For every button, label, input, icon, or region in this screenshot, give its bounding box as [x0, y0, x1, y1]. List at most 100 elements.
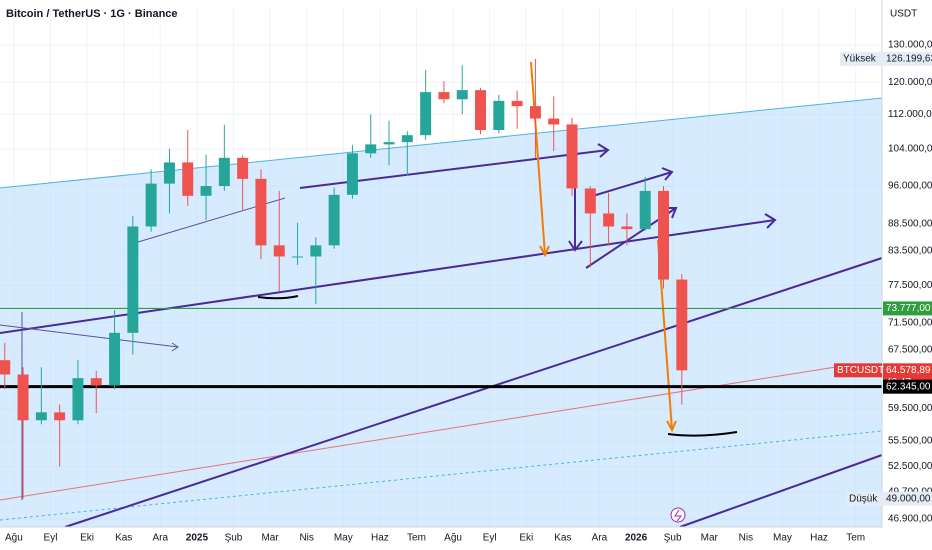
- candle-body: [603, 213, 615, 227]
- price-label: 49.000,00: [886, 493, 931, 504]
- candle-body: [237, 157, 249, 179]
- price-label: 64.578,89: [886, 365, 931, 376]
- candle-body: [584, 188, 596, 214]
- arrow-head: [764, 213, 777, 229]
- y-tick-label: 112.000,00: [888, 109, 932, 120]
- y-tick-label: 96.000,00: [888, 181, 932, 192]
- candle-body: [621, 226, 633, 230]
- y-tick-label: 46.900,00: [888, 514, 932, 525]
- channel-top: [0, 97, 883, 189]
- y-tick-label: 120.000,00: [888, 77, 932, 88]
- candle-body: [292, 256, 304, 258]
- currency: USDT: [890, 9, 917, 20]
- x-tick-label: Nis: [739, 533, 753, 544]
- candle-body: [0, 360, 11, 375]
- brush-stroke: [667, 431, 738, 437]
- channel-bottom: [0, 430, 883, 521]
- x-tick-label: 2025: [186, 533, 209, 544]
- y-tick-label: 55.500,00: [888, 435, 932, 446]
- x-tick-label: Şub: [664, 533, 682, 544]
- x-tick-label: Haz: [810, 533, 828, 544]
- price-axis: [882, 0, 932, 550]
- arrow: [0, 324, 179, 348]
- candle-body: [163, 162, 175, 184]
- x-tick-label: Tem: [846, 533, 865, 544]
- event-icon-bolt: [674, 509, 683, 522]
- trend-line: [679, 454, 883, 528]
- symbol-title: Bitcoin / TetherUS · 1G · Binance: [6, 8, 178, 20]
- x-tick-label: Eki: [519, 533, 533, 544]
- candle-body: [310, 245, 322, 257]
- candle-body: [676, 279, 688, 371]
- candle-body: [401, 135, 413, 143]
- y-tick-label: 59.500,00: [888, 403, 932, 414]
- candle-body: [639, 190, 651, 230]
- y-tick-label: 83.500,00: [888, 246, 932, 257]
- x-tick-label: May: [334, 533, 353, 544]
- candle-body: [72, 378, 84, 421]
- x-tick-label: Mar: [261, 533, 279, 544]
- time-axis: [0, 527, 932, 550]
- candle-body: [200, 186, 212, 196]
- x-tick-label: May: [773, 533, 792, 544]
- candle-body: [328, 194, 340, 246]
- candle-body: [182, 162, 194, 196]
- x-tick-label: Haz: [371, 533, 389, 544]
- trend-line: [64, 257, 883, 528]
- candle-body: [475, 90, 487, 130]
- name-label: BTCUSDT: [837, 365, 884, 376]
- event-icon[interactable]: [670, 507, 686, 523]
- x-tick-label: Mar: [701, 533, 719, 544]
- y-tick-label: 104.000,00: [888, 143, 932, 154]
- y-tick-label: 71.500,00: [888, 318, 932, 329]
- name-label-box: [840, 51, 882, 66]
- candle-body: [420, 92, 432, 136]
- x-tick-label: Ara: [153, 533, 169, 544]
- x-tick-label: Ağu: [444, 533, 462, 544]
- candle-body: [365, 144, 377, 154]
- arrow-head: [539, 245, 550, 258]
- arrow-head: [171, 342, 179, 352]
- y-tick-label: 67.500,00: [888, 344, 932, 355]
- name-label: Yüksek: [843, 54, 877, 65]
- candle-body: [658, 190, 670, 280]
- candle-body: [456, 90, 468, 100]
- x-tick-label: Ağu: [5, 533, 23, 544]
- x-tick-label: Eyl: [44, 533, 58, 544]
- arrow: [585, 171, 673, 199]
- candle-body: [566, 124, 578, 189]
- x-tick-label: 2026: [625, 533, 648, 544]
- candle-body: [493, 100, 505, 130]
- candle-body: [529, 106, 541, 119]
- candle-body: [548, 118, 560, 125]
- y-tick-label: 77.500,00: [888, 280, 932, 291]
- price-label-box: [883, 379, 932, 394]
- candle-body: [438, 92, 450, 100]
- arrow: [530, 61, 546, 256]
- x-tick-label: Kas: [554, 533, 571, 544]
- candle-body: [255, 178, 267, 246]
- price-label-box: [883, 51, 932, 66]
- x-tick-label: Tem: [407, 533, 426, 544]
- y-tick-label: 130.000,00: [888, 40, 932, 51]
- candle-body: [145, 183, 157, 227]
- candle-body: [54, 412, 66, 421]
- x-tick-label: Şub: [225, 533, 243, 544]
- price-label: 62.345,00: [886, 381, 931, 392]
- candle-body: [346, 153, 358, 195]
- price-label-box: [883, 301, 932, 316]
- candle-body: [511, 100, 523, 107]
- candle-body: [90, 378, 102, 386]
- candle-body: [273, 245, 285, 257]
- candle-body: [218, 157, 230, 187]
- x-tick-label: Eyl: [483, 533, 497, 544]
- y-tick-label: 88.500,00: [888, 218, 932, 229]
- trend-line: [0, 365, 843, 501]
- name-label-box: [846, 491, 882, 506]
- arrow-head: [661, 167, 674, 181]
- candle-body: [127, 226, 139, 333]
- x-tick-label: Ara: [592, 533, 608, 544]
- candle-body: [109, 332, 121, 386]
- arrow-head: [666, 420, 677, 433]
